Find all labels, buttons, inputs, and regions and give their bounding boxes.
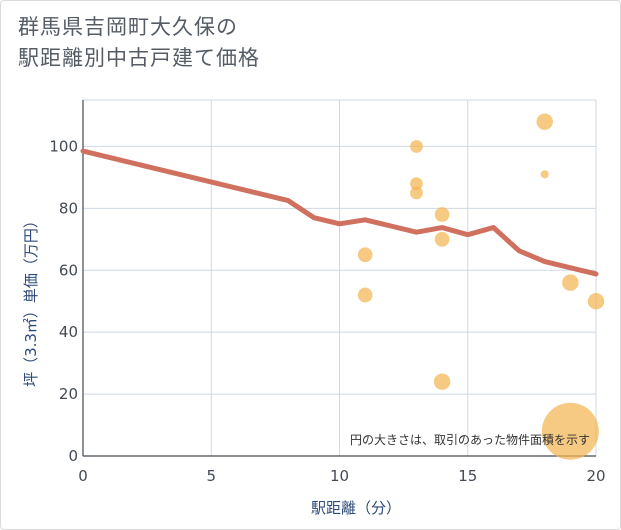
average-line bbox=[80, 148, 599, 277]
y-tick-label: 20 bbox=[59, 385, 78, 403]
grid-lines bbox=[82, 99, 597, 457]
scatter-point bbox=[434, 207, 450, 222]
scatter-point bbox=[357, 287, 373, 303]
x-tick-label: 10 bbox=[330, 467, 349, 485]
x-tick-label: 20 bbox=[586, 467, 605, 485]
y-tick-label: 80 bbox=[59, 199, 78, 217]
scatter-point bbox=[434, 231, 450, 247]
tick-labels: 0 5 10 15 20 0 20 40 60 80 100 bbox=[49, 137, 605, 485]
scatter-point bbox=[587, 292, 605, 310]
scatter-point bbox=[357, 247, 373, 263]
x-axis-label: 駅距離（分） bbox=[311, 499, 401, 517]
scatter-series bbox=[357, 113, 605, 460]
scatter-point bbox=[540, 170, 549, 179]
x-tick-label: 15 bbox=[458, 467, 477, 485]
x-tick-label: 5 bbox=[206, 467, 216, 485]
scatter-point bbox=[562, 274, 579, 291]
scatter-point bbox=[410, 186, 423, 200]
title-line-2: 駅距離別中古戸建て価格 bbox=[18, 46, 260, 70]
average-line-series bbox=[80, 148, 599, 277]
scatter-point bbox=[410, 177, 423, 190]
y-tick-label: 100 bbox=[49, 137, 78, 155]
title-line-1: 群馬県吉岡町大久保の bbox=[18, 15, 238, 39]
bubble-size-note: 円の大きさは、取引のあった物件面積を示す bbox=[350, 432, 590, 447]
scatter-point bbox=[536, 113, 553, 130]
scatter-point bbox=[541, 402, 599, 460]
scatter-point bbox=[433, 373, 451, 390]
y-tick-label: 40 bbox=[59, 323, 78, 341]
axes bbox=[82, 100, 596, 457]
scatter-point bbox=[410, 140, 423, 153]
y-axis-label: 坪（3.3㎡）単価（万円） bbox=[22, 213, 40, 387]
y-tick-label: 0 bbox=[68, 447, 78, 465]
y-tick-label: 60 bbox=[59, 261, 78, 279]
chart-title: 群馬県吉岡町大久保の 駅距離別中古戸建て価格 bbox=[18, 12, 260, 74]
x-tick-label: 0 bbox=[78, 467, 88, 485]
